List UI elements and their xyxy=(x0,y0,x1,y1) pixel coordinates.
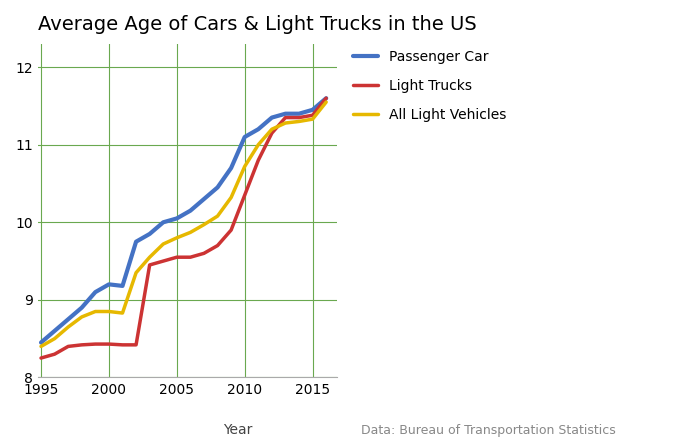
Line: All Light Vehicles: All Light Vehicles xyxy=(41,102,326,346)
Passenger Car xyxy=(308,107,317,113)
Text: Year: Year xyxy=(222,423,252,437)
Passenger Car xyxy=(78,305,86,310)
Passenger Car xyxy=(281,111,290,117)
Passenger Car xyxy=(51,328,59,334)
All Light Vehicles xyxy=(214,214,222,219)
All Light Vehicles xyxy=(200,222,208,227)
Line: Light Trucks: Light Trucks xyxy=(41,98,326,358)
Passenger Car xyxy=(132,239,140,245)
Light Trucks xyxy=(64,344,73,349)
All Light Vehicles xyxy=(295,119,303,124)
Passenger Car xyxy=(322,96,330,101)
All Light Vehicles xyxy=(132,270,140,276)
Light Trucks xyxy=(78,342,86,347)
All Light Vehicles xyxy=(186,230,195,235)
All Light Vehicles xyxy=(241,164,249,169)
All Light Vehicles xyxy=(173,235,181,241)
Light Trucks xyxy=(119,342,127,347)
Passenger Car xyxy=(268,115,276,120)
All Light Vehicles xyxy=(322,99,330,105)
Passenger Car xyxy=(254,127,262,132)
Text: Average Age of Cars & Light Trucks in the US: Average Age of Cars & Light Trucks in th… xyxy=(38,15,477,34)
All Light Vehicles xyxy=(105,309,113,314)
All Light Vehicles xyxy=(308,117,317,122)
Passenger Car xyxy=(37,340,45,345)
All Light Vehicles xyxy=(64,324,73,330)
Passenger Car xyxy=(119,283,127,288)
Light Trucks xyxy=(37,355,45,361)
All Light Vehicles xyxy=(78,314,86,319)
Light Trucks xyxy=(214,243,222,248)
All Light Vehicles xyxy=(92,309,100,314)
All Light Vehicles xyxy=(146,255,154,260)
Text: Data: Bureau of Transportation Statistics: Data: Bureau of Transportation Statistic… xyxy=(361,424,616,437)
All Light Vehicles xyxy=(281,120,290,126)
All Light Vehicles xyxy=(268,127,276,132)
Light Trucks xyxy=(281,115,290,120)
All Light Vehicles xyxy=(227,195,235,200)
Light Trucks xyxy=(227,227,235,233)
All Light Vehicles xyxy=(119,311,127,316)
Passenger Car xyxy=(227,165,235,171)
Passenger Car xyxy=(295,111,303,117)
Passenger Car xyxy=(146,231,154,237)
Line: Passenger Car: Passenger Car xyxy=(41,98,326,342)
Light Trucks xyxy=(146,262,154,268)
Passenger Car xyxy=(241,134,249,140)
Light Trucks xyxy=(186,255,195,260)
Light Trucks xyxy=(241,193,249,198)
All Light Vehicles xyxy=(51,336,59,341)
Passenger Car xyxy=(105,282,113,287)
Light Trucks xyxy=(105,342,113,347)
Light Trucks xyxy=(308,113,317,118)
Light Trucks xyxy=(295,115,303,120)
Light Trucks xyxy=(200,251,208,256)
Passenger Car xyxy=(173,216,181,221)
Light Trucks xyxy=(51,351,59,357)
Light Trucks xyxy=(92,342,100,347)
Passenger Car xyxy=(186,208,195,214)
Passenger Car xyxy=(92,289,100,295)
All Light Vehicles xyxy=(37,344,45,349)
Legend: Passenger Car, Light Trucks, All Light Vehicles: Passenger Car, Light Trucks, All Light V… xyxy=(347,44,512,128)
Light Trucks xyxy=(322,96,330,101)
Passenger Car xyxy=(200,196,208,202)
Light Trucks xyxy=(173,255,181,260)
Passenger Car xyxy=(214,185,222,190)
Light Trucks xyxy=(159,258,167,264)
Passenger Car xyxy=(64,317,73,322)
Light Trucks xyxy=(268,130,276,136)
All Light Vehicles xyxy=(254,142,262,148)
All Light Vehicles xyxy=(159,241,167,247)
Light Trucks xyxy=(254,158,262,163)
Passenger Car xyxy=(159,220,167,225)
Light Trucks xyxy=(132,342,140,347)
